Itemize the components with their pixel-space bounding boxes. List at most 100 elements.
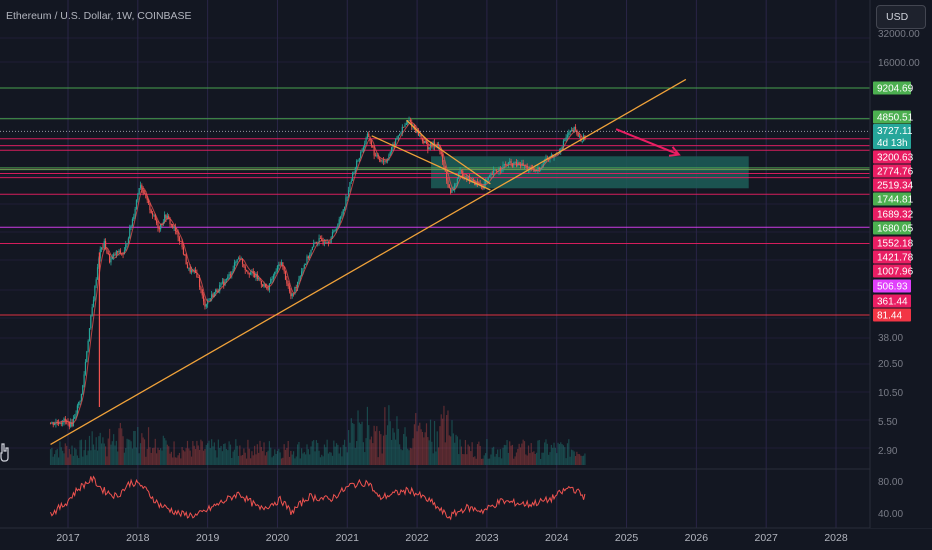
candle xyxy=(479,183,481,186)
candle xyxy=(303,264,305,269)
candle xyxy=(276,265,279,272)
candle xyxy=(68,421,70,427)
candle xyxy=(63,418,65,423)
volume-bar xyxy=(334,446,336,465)
level-price-tag-bg xyxy=(873,164,911,178)
level-price-tag-bg xyxy=(873,279,911,293)
time-axis-tick: 2022 xyxy=(405,532,429,544)
chart-title: Ethereum / U.S. Dollar, 1W, COINBASE xyxy=(6,10,192,22)
volume-bar xyxy=(173,441,175,465)
candle xyxy=(130,225,132,228)
volume-bar xyxy=(60,447,62,465)
candle xyxy=(334,230,336,232)
volume-bar xyxy=(123,452,125,465)
volume-bar xyxy=(564,447,566,465)
volume-bar xyxy=(381,453,383,465)
candle xyxy=(487,176,489,180)
volume-bar xyxy=(333,440,335,465)
volume-bar xyxy=(510,445,512,465)
volume-bar xyxy=(342,444,344,465)
candle xyxy=(519,165,522,167)
volume-bar xyxy=(447,410,449,465)
volume-bar xyxy=(577,453,579,465)
volume-bar xyxy=(433,420,436,465)
level-price-tag-bg xyxy=(873,294,911,308)
candle xyxy=(301,271,303,277)
volume-bar xyxy=(111,441,113,465)
candle xyxy=(53,423,56,425)
volume-bar xyxy=(369,439,371,465)
candle xyxy=(570,129,573,132)
volume-bar xyxy=(464,440,467,465)
candle xyxy=(294,287,296,294)
level-price-tag-bg xyxy=(873,308,911,322)
volume-bar xyxy=(197,445,199,465)
candle xyxy=(566,135,569,138)
volume-bar xyxy=(80,439,83,465)
candle xyxy=(446,171,448,181)
volume-bar xyxy=(196,440,198,465)
volume-bar xyxy=(232,451,234,465)
currency-button[interactable]: USD xyxy=(876,5,926,29)
candle xyxy=(348,190,350,197)
volume-bar xyxy=(161,450,163,465)
volume-bar xyxy=(495,453,497,465)
level-price-tag: 506.93 xyxy=(877,282,908,293)
candle xyxy=(393,144,395,146)
candle xyxy=(208,299,210,301)
volume-bar xyxy=(243,448,245,465)
volume-bar xyxy=(392,428,394,465)
volume-bar xyxy=(78,457,80,465)
time-axis-tick: 2017 xyxy=(56,532,80,544)
volume-bar xyxy=(487,458,489,465)
candle xyxy=(52,422,54,425)
volume-bar xyxy=(244,452,246,465)
candle xyxy=(215,289,217,293)
volume-bar xyxy=(330,452,332,465)
volume-bar xyxy=(245,458,248,465)
volume-bar xyxy=(72,455,74,465)
candle xyxy=(256,273,258,279)
volume-bar xyxy=(450,436,452,465)
candle xyxy=(321,238,323,241)
volume-bar xyxy=(315,440,317,465)
volume-bar xyxy=(562,445,565,465)
candle xyxy=(82,385,84,394)
volume-bar xyxy=(427,437,429,465)
candle xyxy=(346,196,348,198)
volume-bar xyxy=(353,424,355,465)
candle xyxy=(513,163,515,167)
volume-bar xyxy=(573,451,575,465)
volume-bar xyxy=(405,436,407,465)
candle xyxy=(133,216,135,220)
candle xyxy=(428,147,430,150)
candle xyxy=(550,154,552,157)
volume-bar xyxy=(370,436,373,465)
candle xyxy=(401,126,403,133)
volume-bar xyxy=(190,456,193,465)
volume-bar xyxy=(186,440,189,465)
volume-bar xyxy=(274,449,276,465)
candle xyxy=(483,183,485,189)
candle xyxy=(106,249,108,253)
candle xyxy=(131,219,134,226)
volume-bar xyxy=(263,442,265,465)
candle xyxy=(454,184,456,190)
candle xyxy=(117,251,119,253)
candle xyxy=(76,405,78,414)
candle xyxy=(568,132,570,136)
candle xyxy=(150,209,152,213)
volume-bar xyxy=(435,451,437,465)
volume-bar xyxy=(216,457,218,465)
candle xyxy=(260,280,262,285)
candle xyxy=(212,294,214,298)
time-axis-tick: 2026 xyxy=(685,532,709,544)
volume-bar xyxy=(142,437,144,465)
candle xyxy=(103,241,105,248)
candle xyxy=(333,230,335,233)
candle xyxy=(378,158,381,160)
rsi-line xyxy=(50,475,586,521)
candle xyxy=(209,298,211,300)
candle xyxy=(180,241,182,242)
